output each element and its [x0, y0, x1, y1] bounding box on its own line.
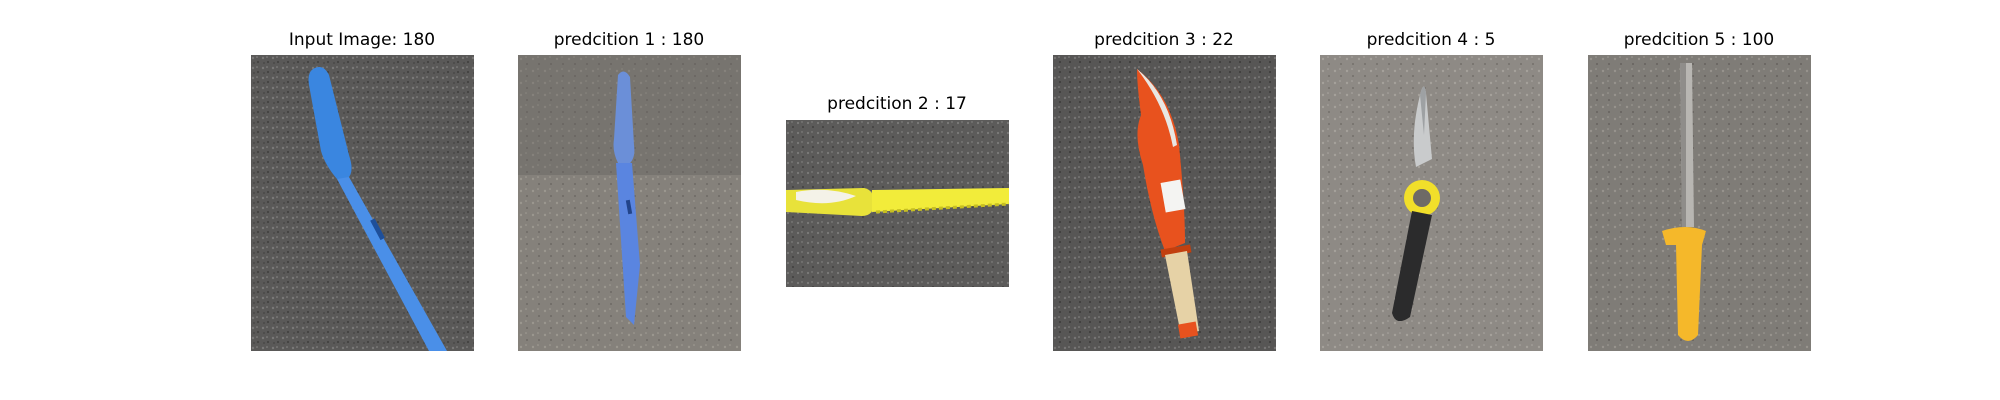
prediction-1-image: [518, 55, 741, 351]
panel-title-prediction-1: predcition 1 : 180: [554, 30, 705, 50]
panel-title-input: Input Image: 180: [289, 30, 435, 50]
prediction-4-image: [1320, 55, 1543, 351]
panel-title-prediction-5: predcition 5 : 100: [1624, 30, 1775, 50]
prediction-3-image: [1053, 55, 1276, 351]
prediction-2-image: [786, 120, 1009, 287]
input-knife-image: [251, 55, 474, 351]
panel-title-prediction-2: predcition 2 : 17: [827, 94, 967, 114]
panel-title-prediction-3: predcition 3 : 22: [1094, 30, 1234, 50]
panel-title-prediction-4: predcition 4 : 5: [1367, 30, 1496, 50]
prediction-5-image: [1588, 55, 1811, 351]
